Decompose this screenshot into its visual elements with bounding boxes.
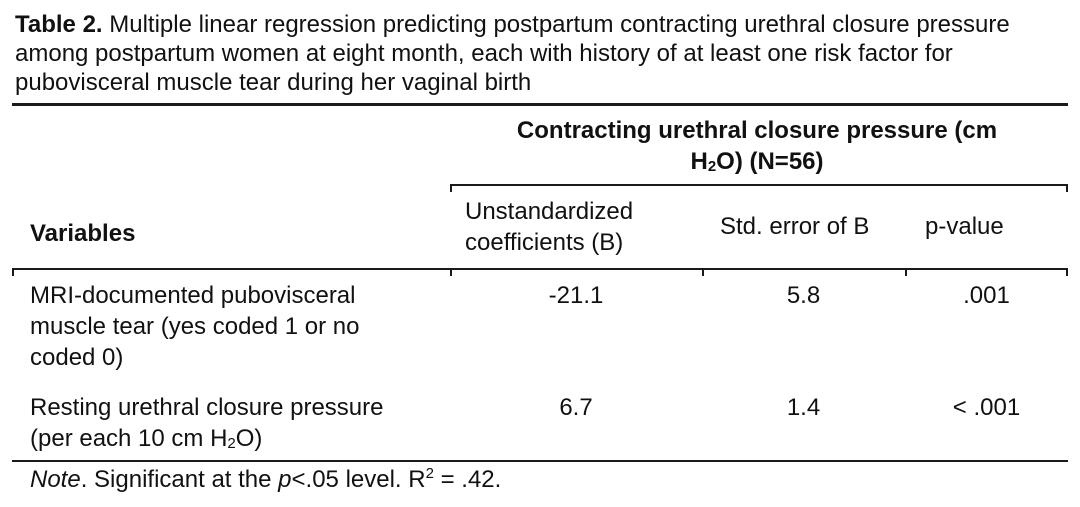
group-header-line1: Contracting urethral closure pressure (c… [516, 117, 998, 144]
group-rule-tick-right [1066, 184, 1068, 192]
row1-variable-line2: muscle tear (yes coded 1 or no [30, 313, 360, 340]
note-r-sup: 2 [425, 465, 434, 482]
header-rule-tick-2 [450, 268, 452, 276]
row2-variable-line2-rest: O) [235, 425, 263, 452]
header-b-line1: Unstandardized [465, 198, 634, 225]
note-text2: <.05 level. R [291, 466, 426, 493]
table-caption: Table 2. Multiple linear regression pred… [15, 10, 1075, 97]
row1-se: 5.8 [786, 282, 821, 309]
group-rule [450, 184, 1068, 186]
note-text3: = .42. [433, 466, 502, 493]
bottom-rule [12, 460, 1068, 462]
header-rule-tick-1 [12, 268, 14, 276]
header-p: p-value [925, 213, 1004, 240]
header-rule [12, 268, 1068, 270]
table-caption-label: Table 2. [15, 11, 103, 38]
row2-p: < .001 [952, 394, 1021, 421]
header-variables: Variables [30, 220, 136, 247]
table-note: Note. Significant at the p<.05 level. R2… [30, 465, 501, 495]
note-p-symbol: p [278, 466, 292, 493]
header-rule-tick-3 [702, 268, 704, 276]
header-b-line2: coefficients (B) [465, 229, 624, 256]
row2-variable-line2: (per each 10 cm H2O) [30, 424, 262, 459]
top-rule [12, 103, 1068, 106]
row1-b: -21.1 [548, 282, 604, 309]
group-header-rest: O) (N=56) [716, 148, 824, 175]
row2-variable-line1: Resting urethral closure pressure [30, 394, 384, 421]
row1-p: .001 [963, 282, 1010, 309]
note-label: Note [30, 466, 81, 493]
note-text1: . Significant at the [80, 466, 279, 493]
group-rule-tick-left [450, 184, 452, 192]
group-header-h: H [690, 148, 708, 175]
row2-se: 1.4 [786, 394, 821, 421]
table-caption-text: Multiple linear regression predicting po… [15, 11, 1010, 96]
row2-variable-line2-sub: 2 [227, 435, 236, 452]
group-header-sub: 2 [707, 158, 717, 175]
row1-variable-line3: coded 0) [30, 344, 124, 371]
header-rule-tick-4 [905, 268, 907, 276]
group-header-line2: H2O) (N=56) [450, 147, 1064, 182]
header-se: Std. error of B [720, 213, 870, 240]
row1-variable-line1: MRI-documented pubovisceral [30, 282, 356, 309]
row2-b: 6.7 [559, 394, 593, 421]
header-rule-tick-5 [1066, 268, 1068, 276]
row2-variable-line2-text: (per each 10 cm H [30, 425, 228, 452]
